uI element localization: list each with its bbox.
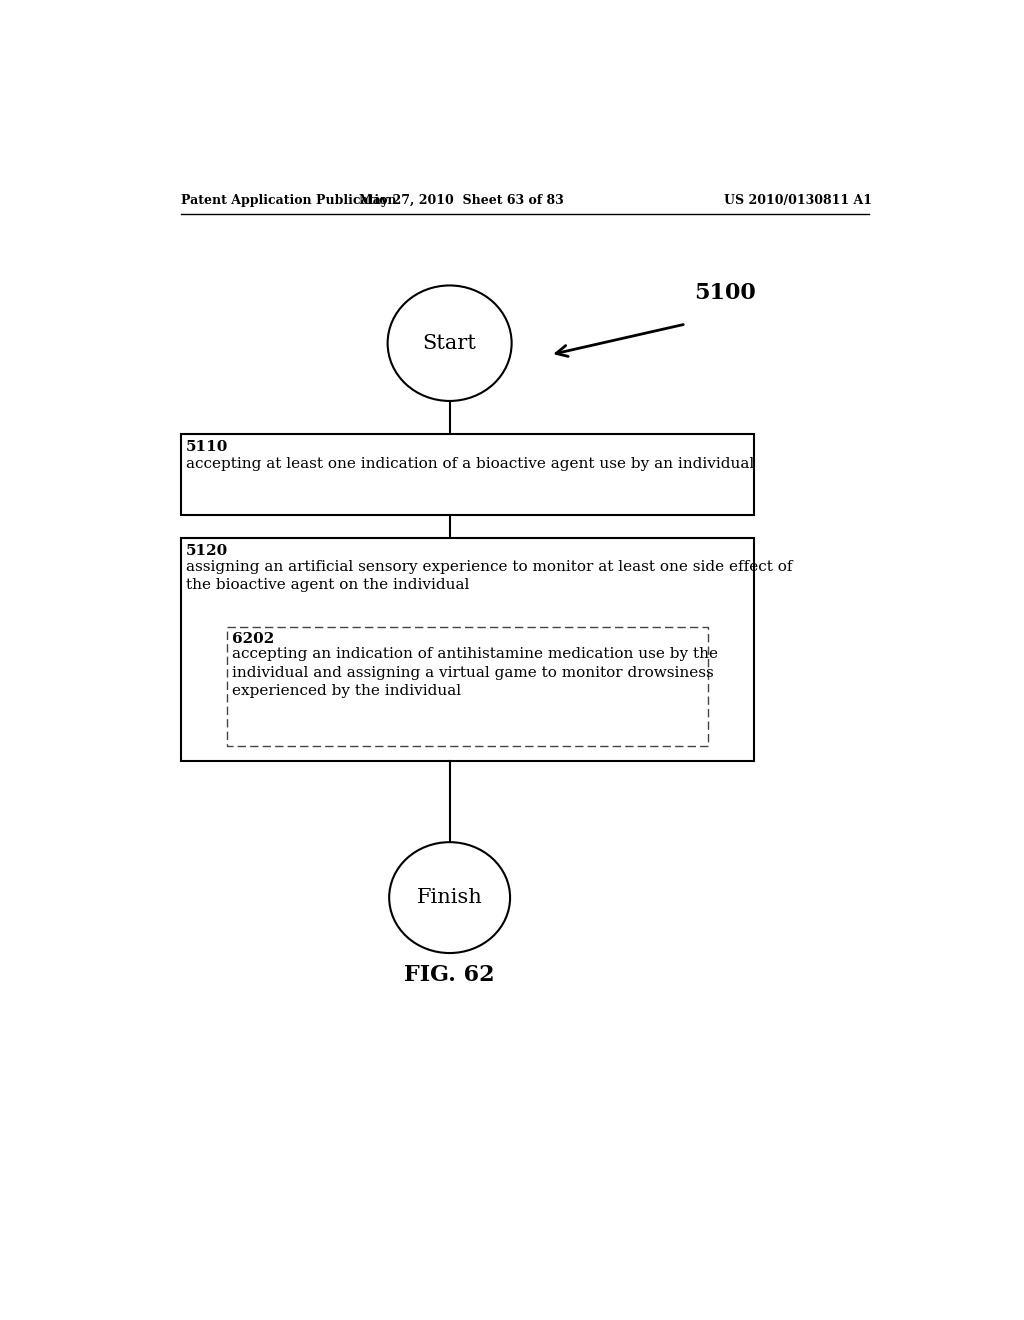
Ellipse shape xyxy=(389,842,510,953)
Bar xyxy=(180,539,755,762)
Bar xyxy=(227,627,708,746)
Text: 5100: 5100 xyxy=(693,282,756,304)
Ellipse shape xyxy=(388,285,512,401)
Text: 6202: 6202 xyxy=(231,632,274,645)
Text: 5110: 5110 xyxy=(186,441,228,454)
Text: May 27, 2010  Sheet 63 of 83: May 27, 2010 Sheet 63 of 83 xyxy=(358,194,563,207)
Bar xyxy=(180,434,755,515)
Text: assigning an artificial sensory experience to monitor at least one side effect o: assigning an artificial sensory experien… xyxy=(186,560,793,591)
Text: FIG. 62: FIG. 62 xyxy=(404,964,495,986)
Text: Start: Start xyxy=(423,334,476,352)
Text: Patent Application Publication: Patent Application Publication xyxy=(180,194,396,207)
Text: accepting at least one indication of a bioactive agent use by an individual: accepting at least one indication of a b… xyxy=(186,457,755,471)
Text: US 2010/0130811 A1: US 2010/0130811 A1 xyxy=(724,194,872,207)
Text: 5120: 5120 xyxy=(186,544,228,558)
Text: accepting an indication of antihistamine medication use by the
individual and as: accepting an indication of antihistamine… xyxy=(231,647,718,698)
Text: Finish: Finish xyxy=(417,888,482,907)
